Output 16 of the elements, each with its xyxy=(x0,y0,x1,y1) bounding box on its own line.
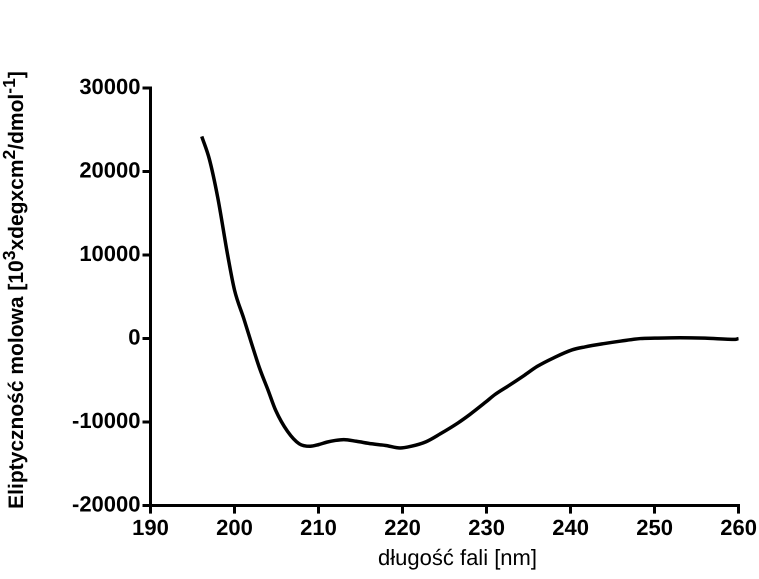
x-tick-label: 230 xyxy=(468,514,505,540)
x-tick-label: 240 xyxy=(552,514,589,540)
y-tick-label: -20000 xyxy=(72,492,141,517)
x-tick-label: 200 xyxy=(216,514,253,540)
y-tick-label: 30000 xyxy=(79,74,141,100)
y-tick-label: 10000 xyxy=(79,241,141,266)
y-tick-label: 0 xyxy=(128,324,141,350)
x-tick-label: 220 xyxy=(384,514,421,540)
x-tick-label: 250 xyxy=(636,514,673,540)
x-tick-label: 260 xyxy=(720,514,758,540)
line-series xyxy=(200,134,739,450)
x-axis-title: długość fali [nm] xyxy=(377,545,538,571)
y-tick-label: 20000 xyxy=(79,158,141,183)
x-tick-label: 210 xyxy=(300,514,337,540)
x-tick-label: 190 xyxy=(132,514,169,540)
y-tick-label: -10000 xyxy=(72,408,141,434)
